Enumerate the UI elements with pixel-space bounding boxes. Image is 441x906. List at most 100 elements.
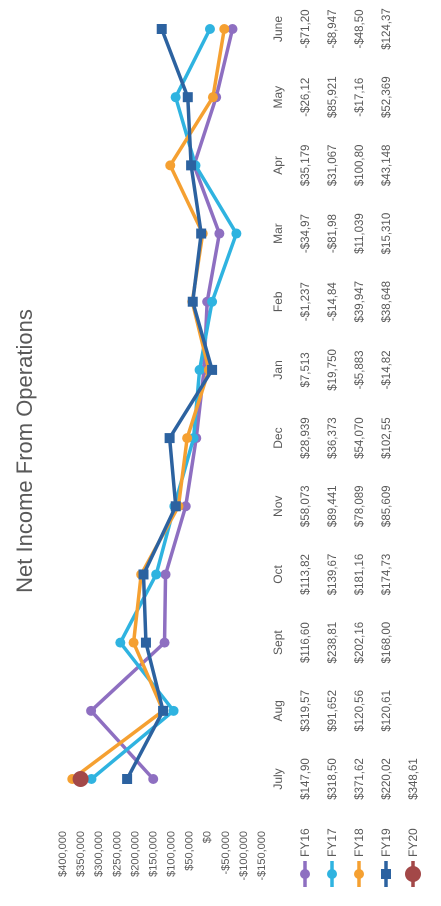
data-point-fy17 (170, 92, 181, 103)
x-category-label: Jan (271, 360, 285, 379)
table-cell: $116,60 (300, 622, 312, 663)
data-point-fy18 (128, 637, 139, 648)
data-point-fy19 (182, 92, 193, 103)
data-point-fy17 (207, 296, 218, 307)
legend-label: FY18 (352, 828, 366, 857)
data-point-fy17 (168, 705, 179, 716)
data-point-fy16 (180, 501, 191, 512)
x-category-label: June (271, 16, 285, 42)
data-point-fy17 (115, 637, 126, 648)
legend-label: FY17 (325, 828, 339, 857)
table-cell: $139,67 (327, 554, 339, 596)
data-point-fy18 (165, 160, 176, 171)
table-cell: $85,609 (381, 485, 393, 527)
table-cell: $78,089 (354, 485, 366, 527)
y-tick-label: $150,000 (147, 831, 159, 877)
legend-label: FY19 (379, 828, 393, 857)
table-cell: $168,00 (381, 622, 393, 664)
data-point-fy19 (156, 24, 167, 34)
data-point-fy19 (158, 705, 169, 716)
legend-key-marker (300, 869, 310, 879)
y-tick-label: -$150,000 (256, 831, 268, 881)
series-line-fy16 (89, 27, 235, 781)
table-cell: -$34,97 (300, 214, 312, 253)
table-cell: $31,067 (327, 145, 339, 187)
legend-label: FY20 (406, 828, 420, 857)
data-point-fy19 (164, 433, 175, 444)
x-category-label: Sept (271, 630, 285, 655)
y-tick-label: $50,000 (184, 831, 196, 871)
table-cell: $54,070 (354, 417, 366, 459)
data-point-fy18 (219, 24, 230, 34)
table-cell: $124,37 (381, 8, 393, 50)
x-category-label: Nov (271, 496, 285, 517)
data-point-fy19 (138, 569, 149, 580)
data-point-fy19 (207, 364, 218, 375)
table-cell: $120,56 (354, 690, 366, 732)
data-point-fy17 (151, 569, 162, 580)
x-category-label: Aug (271, 700, 285, 721)
table-cell: -$26,12 (300, 78, 312, 117)
table-cell: $181,16 (354, 554, 366, 596)
table-cell: $318,50 (327, 758, 339, 800)
series-line-fy19 (125, 27, 214, 781)
table-cell: $174,73 (381, 554, 393, 596)
data-point-fy19 (196, 228, 207, 239)
x-category-label: July (271, 768, 285, 789)
table-cell: $19,750 (327, 349, 339, 391)
table-cell: $38,648 (381, 281, 393, 323)
table-cell: -$14,84 (327, 282, 339, 322)
data-point-fy16 (159, 637, 170, 648)
table-cell: $102,55 (381, 417, 393, 459)
data-point-fy17 (194, 364, 205, 375)
data-point-fy19 (187, 296, 198, 307)
data-point-fy19 (122, 774, 133, 784)
data-point-fy20 (72, 771, 89, 787)
y-tick-label: -$50,000 (220, 831, 232, 874)
table-cell: $147,90 (300, 758, 312, 800)
table-cell: -$17,16 (354, 78, 366, 117)
x-category-label: Mar (271, 223, 285, 244)
y-tick-label: $100,000 (166, 831, 178, 877)
data-point-fy16 (227, 24, 238, 34)
y-tick-label: $200,000 (129, 831, 141, 877)
table-cell: $348,61 (408, 758, 420, 800)
x-category-label: Feb (271, 291, 285, 312)
legend-key-marker (381, 869, 391, 879)
table-cell: $220,02 (381, 758, 393, 800)
legend-key-marker (354, 869, 364, 879)
table-cell: $39,947 (354, 281, 366, 323)
table-cell: $36,373 (327, 417, 339, 459)
table-cell: $11,039 (354, 213, 366, 254)
table-cell: $91,652 (327, 690, 339, 732)
table-cell: $85,921 (327, 76, 339, 118)
table-cell: -$1,237 (300, 282, 312, 321)
table-cell: $89,441 (327, 485, 339, 527)
table-cell: $7,513 (300, 352, 312, 387)
table-cell: $28,939 (300, 417, 312, 459)
table-cell: -$14,82 (381, 350, 393, 389)
table-cell: $35,179 (300, 145, 312, 187)
table-cell: -$71,20 (300, 9, 312, 48)
table-cell: $58,073 (300, 485, 312, 527)
table-cell: $113,82 (300, 554, 312, 595)
data-point-fy19 (186, 160, 197, 171)
series-line-fy18 (70, 27, 227, 781)
data-table: July Aug Sept Oct Nov Dec Jan Feb Mar Apr May June F… (271, 8, 421, 887)
table-cell: $100,80 (354, 145, 366, 187)
x-category-label: Oct (271, 564, 285, 583)
x-category-label: Apr (271, 156, 285, 175)
table-cell: $120,61 (381, 690, 393, 732)
series-lines (70, 27, 239, 781)
y-tick-label: $0 (202, 831, 214, 843)
y-tick-label: $400,000 (57, 831, 69, 877)
series-line-fy17 (89, 27, 239, 781)
table-cell: $238,81 (327, 622, 339, 664)
y-tick-label: $250,000 (111, 831, 123, 877)
table-cell: -$48,50 (354, 9, 366, 48)
y-tick-label: $350,000 (75, 831, 87, 877)
data-point-fy18 (207, 92, 218, 103)
table-cell: $371,62 (354, 758, 366, 800)
